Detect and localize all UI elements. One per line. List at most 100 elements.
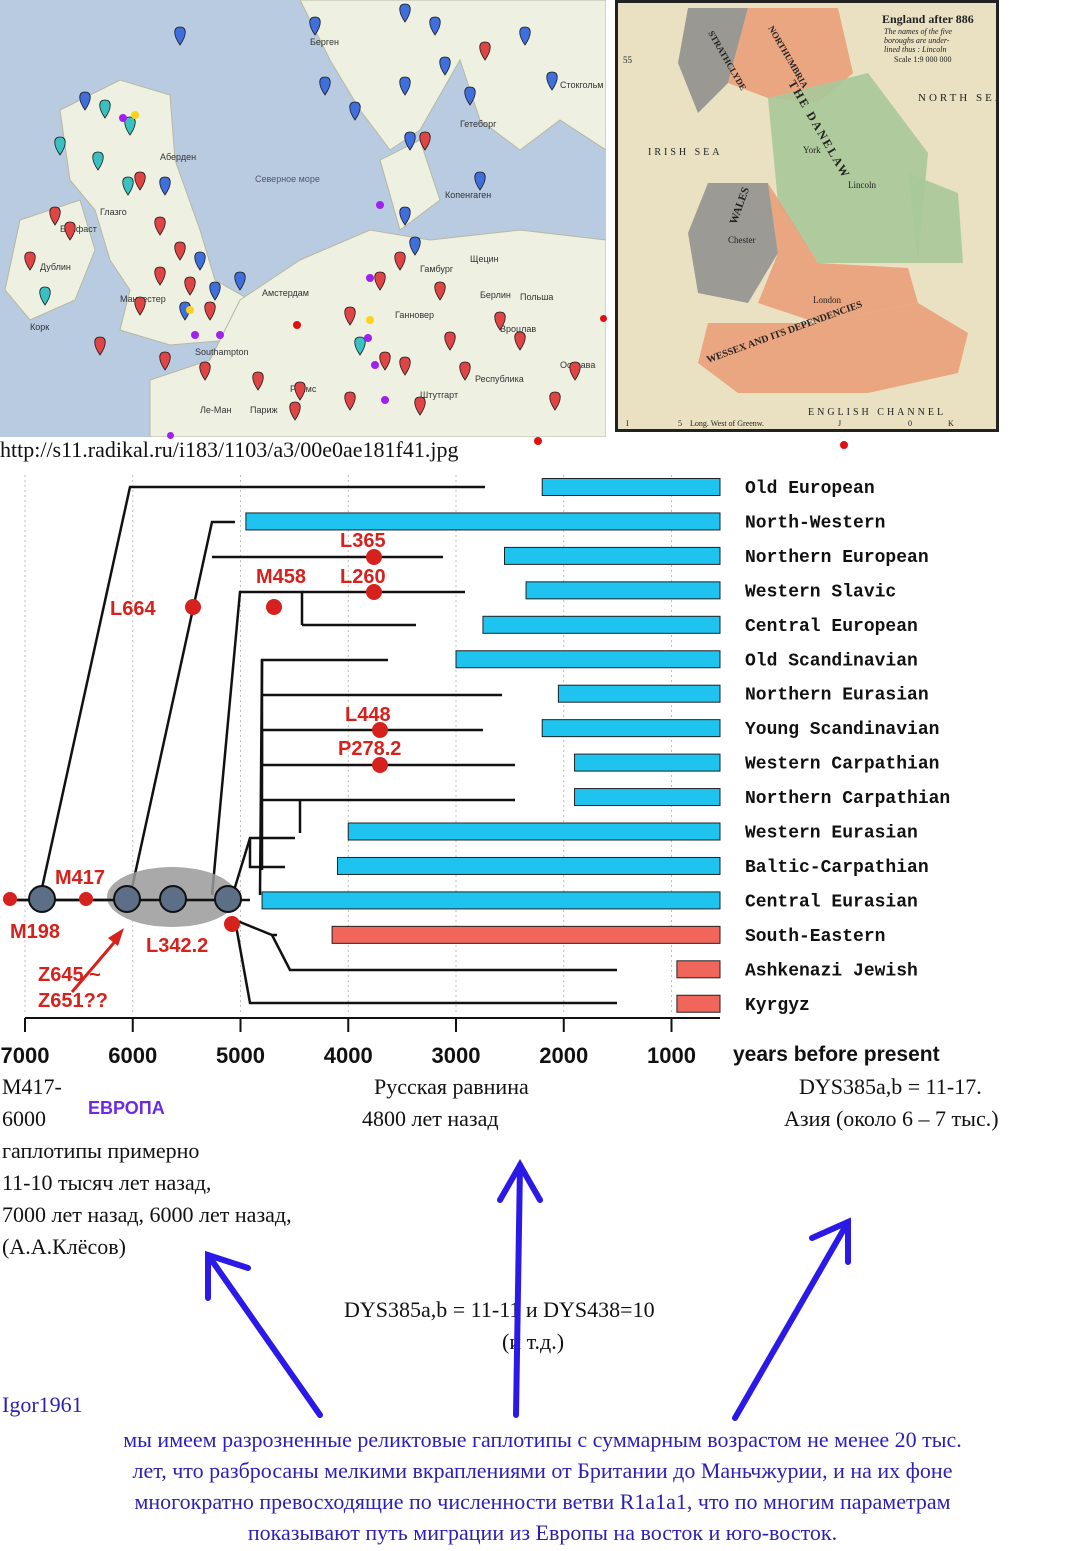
lineage-label: Western Carpathian xyxy=(745,755,939,775)
map-pin-marker xyxy=(184,276,196,296)
center-note-line2: 4800 лет назад xyxy=(362,1106,499,1131)
map-pin-marker xyxy=(124,116,136,136)
map-latitude-tick: 55 xyxy=(623,55,633,65)
map-dot-marker xyxy=(216,331,224,339)
map-pin-marker xyxy=(24,251,36,271)
map-pin-marker xyxy=(309,16,321,36)
svg-text:Амстердам: Амстердам xyxy=(262,288,309,298)
axis-tick-label: 3000 xyxy=(432,1043,481,1068)
map-pin-marker xyxy=(99,99,111,119)
axis-tick-label: 5000 xyxy=(216,1043,265,1068)
map-pin-marker xyxy=(319,76,331,96)
map-pin-marker xyxy=(414,396,426,416)
lineage-label: South-Eastern xyxy=(745,927,885,947)
europe-map-svg: Северное море Реймс Париж Ле-Ман Амстерд… xyxy=(0,0,606,437)
svg-text:Глазго: Глазго xyxy=(100,207,127,217)
axis-tick-label: 4000 xyxy=(324,1043,373,1068)
map-pin-marker xyxy=(399,3,411,23)
lineage-label: Young Scandinavian xyxy=(745,720,939,740)
lineage-bar xyxy=(482,615,721,634)
svg-text:Вроцлав: Вроцлав xyxy=(500,324,536,334)
svg-text:Копенгаген: Копенгаген xyxy=(445,190,491,200)
england-map-title: England after 886 xyxy=(882,12,974,26)
snp-pointer-arrow xyxy=(70,937,120,993)
snp-label: M417 xyxy=(55,867,105,889)
map-pin-marker xyxy=(344,306,356,326)
map-pin-marker xyxy=(519,26,531,46)
snp-label: M458 xyxy=(256,566,306,588)
svg-text:York: York xyxy=(803,145,821,155)
map-pin-marker xyxy=(64,221,76,241)
arrow-to-asia xyxy=(732,1219,851,1421)
svg-text:5: 5 xyxy=(678,419,682,428)
svg-text:I: I xyxy=(626,419,629,428)
lineage-label: Old European xyxy=(745,479,875,499)
map-pins xyxy=(24,3,581,421)
svg-text:lined thus : Lincoln: lined thus : Lincoln xyxy=(884,45,946,54)
map-pin-marker xyxy=(404,131,416,151)
svg-text:London: London xyxy=(813,295,841,305)
svg-text:Гетеборг: Гетеборг xyxy=(460,119,497,129)
snp-label: P278.2 xyxy=(338,738,401,760)
map-pin-marker xyxy=(439,56,451,76)
map-pin-marker xyxy=(479,41,491,61)
lineage-bar xyxy=(525,581,721,600)
map-pin-marker xyxy=(409,236,421,256)
england-map-svg: England after 886 The names of the five … xyxy=(618,3,996,429)
svg-text:Берген: Берген xyxy=(310,37,339,47)
lineage-label: Central European xyxy=(745,617,918,637)
lineage-bar xyxy=(261,891,721,910)
map-pin-marker xyxy=(174,241,186,261)
arrow-to-russian-plain xyxy=(513,1162,523,1418)
lineage-bar xyxy=(541,719,721,738)
svg-text:J: J xyxy=(838,419,841,428)
axis-tick-label: 1000 xyxy=(647,1043,696,1068)
england-historical-map: England after 886 The names of the five … xyxy=(615,0,999,432)
right-note-line1: DYS385a,b = 11-17. xyxy=(799,1074,982,1099)
sea-north-label: NORTH SEA xyxy=(918,92,996,104)
lineage-label: Western Slavic xyxy=(745,582,896,602)
red-dot xyxy=(840,441,848,449)
snp-label: L664 xyxy=(110,598,156,620)
svg-text:Long. West of Greenw.: Long. West of Greenw. xyxy=(690,419,764,428)
time-axis: 7000 6000 5000 4000 3000 2000 1000 years before… xyxy=(1,1017,940,1068)
snp-label: Z651?? xyxy=(38,990,108,1012)
axis-tick-label: 6000 xyxy=(108,1043,157,1068)
map-pin-marker xyxy=(159,176,171,196)
map-pin-marker xyxy=(434,281,446,301)
map-pin-marker xyxy=(154,216,166,236)
purple-dot xyxy=(167,432,174,439)
axis-title: years before present xyxy=(733,1043,940,1066)
lineage-label: Ashkenazi Jewish xyxy=(745,961,918,981)
sea-channel-label: ENGLISH CHANNEL xyxy=(808,407,946,418)
svg-text:Стокгольм: Стокгольм xyxy=(560,80,603,90)
map-pin-marker xyxy=(494,311,506,331)
red-dot xyxy=(600,315,607,322)
map-scale: Scale 1:9 000 000 xyxy=(894,55,952,64)
map-dot-marker xyxy=(366,316,374,324)
europe-map: Северное море Реймс Париж Ле-Ман Амстерд… xyxy=(0,0,606,437)
haplogroup-tree: L365 M458 L260 L664 L448 P278.2 M417 M19… xyxy=(1,475,950,1068)
lineage-bar xyxy=(455,650,721,669)
map-pin-marker xyxy=(54,136,66,156)
map-pin-marker xyxy=(399,76,411,96)
map-pin-marker xyxy=(374,271,386,291)
map-dot-marker xyxy=(381,396,389,404)
snp-label: L448 xyxy=(345,704,391,726)
map-dot-marker xyxy=(191,331,199,339)
tree-gridlines xyxy=(24,475,673,1015)
lineage-label: Kyrgyz xyxy=(745,996,810,1016)
map-pin-marker xyxy=(549,391,561,411)
snp-dots xyxy=(3,549,388,932)
lineage-label: Northern European xyxy=(745,548,929,568)
map-pin-marker xyxy=(199,361,211,381)
map-dot-marker xyxy=(119,114,127,122)
map-dot-marker xyxy=(293,321,301,329)
image-source-url[interactable]: http://s11.radikal.ru/i183/1103/a3/00e0a… xyxy=(0,437,459,462)
map-dot-marker xyxy=(364,334,372,342)
lineage-bar xyxy=(331,925,721,944)
center-note-line1: Русская равнина xyxy=(374,1074,529,1099)
sea-irish-label: IRISH SEA xyxy=(648,147,723,158)
tree-nodes xyxy=(28,885,242,913)
svg-text:Ле-Ман: Ле-Ман xyxy=(200,405,232,415)
